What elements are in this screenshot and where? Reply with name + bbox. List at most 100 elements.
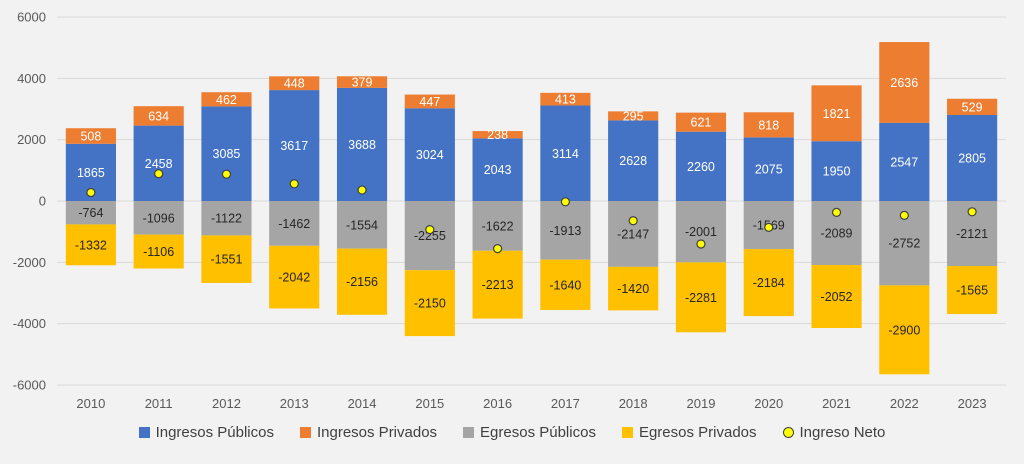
- legend-item-ingresos-privados: Ingresos Privados: [299, 424, 438, 441]
- data-label-ingresos-privados: 529: [962, 100, 983, 114]
- data-label-egresos-privados: -2184: [753, 276, 785, 290]
- point-ingreso-neto: [764, 222, 774, 232]
- data-label-ingresos-publicos: 2075: [755, 163, 783, 177]
- legend-item-egresos-publicos: Egresos Públicos: [463, 424, 596, 441]
- data-label-egresos-publicos: -2089: [821, 227, 853, 241]
- data-label-egresos-publicos: -1462: [278, 217, 310, 231]
- data-label-egresos-privados: -2156: [346, 275, 378, 289]
- bar-egresos-privados: [540, 259, 591, 310]
- bar-egresos-privados: [133, 234, 184, 269]
- bar-ingresos-privados: [65, 128, 116, 144]
- bar-ingresos-publicos: [336, 87, 388, 201]
- data-label-ingresos-publicos: 1950: [823, 165, 851, 179]
- data-label-ingresos-privados: 295: [623, 109, 644, 123]
- bar-ingresos-privados: [472, 131, 523, 139]
- data-label-egresos-publicos: -1554: [346, 218, 378, 232]
- data-label-ingresos-privados: 238: [487, 128, 508, 142]
- legend-item-ingresos-publicos: Ingresos Públicos: [138, 424, 274, 441]
- data-label-egresos-publicos: -1622: [482, 219, 514, 233]
- data-label-egresos-publicos: -2121: [956, 227, 988, 241]
- x-tick-label: 2019: [687, 396, 716, 411]
- bar-ingresos-privados: [608, 111, 659, 121]
- legend-label-ingresos-privados: Ingresos Privados: [316, 424, 438, 441]
- data-label-ingresos-publicos: 3617: [280, 139, 308, 153]
- point-ingreso-neto: [493, 244, 503, 254]
- point-ingreso-neto: [425, 225, 435, 235]
- legend: Ingresos Públicos Ingresos Privados Egre…: [0, 424, 1024, 441]
- data-label-ingresos-publicos: 3114: [552, 147, 579, 161]
- legend-label-ingresos-publicos: Ingresos Públicos: [155, 424, 274, 441]
- point-ingreso-neto: [289, 179, 299, 189]
- bar-egresos-privados: [65, 224, 116, 266]
- data-label-ingresos-privados: 634: [148, 109, 169, 123]
- bar-ingresos-publicos: [811, 141, 862, 201]
- point-ingreso-neto: [696, 239, 706, 249]
- bar-ingresos-publicos: [472, 138, 523, 201]
- bar-egresos-publicos: [675, 201, 727, 263]
- y-tick-label: -4000: [13, 316, 46, 331]
- bar-ingresos-privados: [201, 92, 252, 107]
- legend-item-egresos-privados: Egresos Privados: [621, 424, 757, 441]
- bar-egresos-privados: [811, 265, 862, 328]
- data-label-ingresos-publicos: 1865: [77, 166, 105, 180]
- data-label-egresos-publicos: -1096: [143, 211, 175, 225]
- bar-egresos-publicos: [540, 201, 591, 260]
- bar-ingresos-publicos: [879, 122, 930, 201]
- legend-swatch-ingresos-privados: [299, 427, 311, 438]
- data-label-ingresos-privados: 462: [216, 93, 237, 107]
- bar-egresos-publicos: [269, 201, 320, 246]
- x-tick-label: 2010: [76, 396, 105, 411]
- bar-ingresos-privados: [743, 112, 794, 138]
- bar-ingresos-privados: [879, 42, 930, 123]
- point-ingreso-neto: [899, 210, 909, 220]
- data-label-egresos-publicos: -1913: [549, 224, 581, 238]
- y-tick-label: -2000: [13, 255, 46, 270]
- legend-marker-ingreso-neto: [782, 427, 794, 438]
- x-tick-label: 2023: [958, 396, 987, 411]
- bar-egresos-publicos: [201, 201, 252, 236]
- x-tick-label: 2011: [145, 396, 173, 411]
- x-tick-label: 2013: [280, 396, 309, 411]
- data-label-ingresos-privados: 1821: [823, 107, 851, 121]
- data-label-ingresos-publicos: 2805: [958, 151, 986, 165]
- bar-ingresos-publicos: [743, 137, 794, 201]
- data-label-ingresos-publicos: 3085: [213, 147, 241, 161]
- data-label-egresos-privados: -2900: [888, 323, 920, 337]
- point-ingreso-neto: [560, 197, 570, 207]
- bar-egresos-privados: [269, 245, 320, 309]
- data-label-ingresos-privados: 413: [555, 93, 576, 107]
- data-label-ingresos-publicos: 2458: [145, 157, 173, 171]
- bar-egresos-publicos: [65, 201, 116, 225]
- bar-ingresos-privados: [947, 98, 998, 115]
- bar-ingresos-publicos: [404, 108, 455, 201]
- bar-egresos-privados: [743, 249, 794, 317]
- data-label-egresos-privados: -1106: [143, 245, 174, 259]
- data-label-ingresos-publicos: 2628: [619, 154, 647, 168]
- data-label-ingresos-privados: 2636: [890, 76, 918, 90]
- data-label-egresos-publicos: -1122: [211, 212, 242, 226]
- bar-ingresos-privados: [404, 94, 455, 109]
- bar-ingresos-publicos: [201, 106, 252, 201]
- y-tick-label: -6000: [13, 378, 46, 393]
- data-label-ingresos-privados: 621: [691, 116, 712, 130]
- x-tick-label: 2014: [348, 396, 377, 411]
- bar-ingresos-privados: [336, 76, 388, 88]
- data-label-egresos-publicos: -2752: [888, 237, 920, 251]
- data-label-egresos-privados: -2150: [414, 297, 446, 311]
- data-label-ingresos-privados: 447: [419, 95, 440, 109]
- bar-egresos-privados: [404, 270, 455, 337]
- data-label-ingresos-privados: 379: [352, 76, 373, 90]
- data-label-egresos-publicos: -2001: [685, 225, 717, 239]
- bar-egresos-privados: [472, 250, 523, 319]
- y-tick-label: 2000: [17, 132, 46, 147]
- data-label-egresos-privados: -1565: [956, 284, 988, 298]
- bar-ingresos-privados: [540, 92, 591, 106]
- bar-egresos-privados: [201, 235, 252, 283]
- y-tick-label: 0: [39, 194, 46, 209]
- legend-label-egresos-publicos: Egresos Públicos: [480, 424, 596, 441]
- data-label-egresos-privados: -2052: [821, 290, 853, 304]
- data-label-egresos-privados: -1640: [549, 278, 581, 292]
- data-label-ingresos-privados: 448: [284, 77, 305, 91]
- bar-egresos-publicos: [608, 201, 659, 267]
